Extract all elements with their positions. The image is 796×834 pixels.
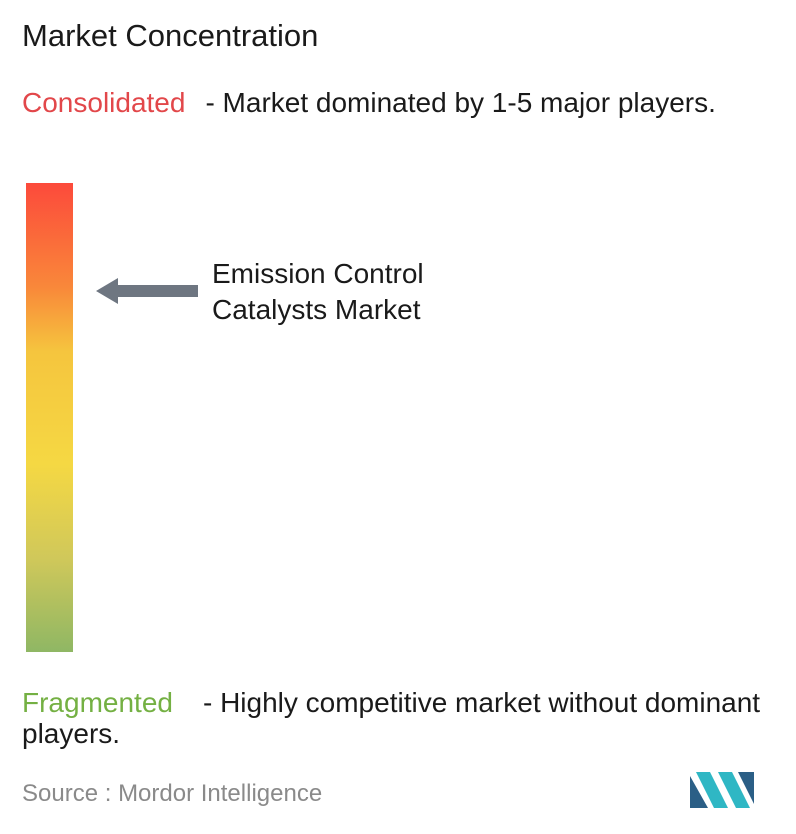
market-label: Emission Control Catalysts Market — [212, 258, 424, 325]
logo — [690, 772, 754, 808]
concentration-bar — [26, 183, 73, 652]
source-label: Source : — [22, 780, 112, 807]
arrow-shape — [96, 278, 198, 304]
logo-part — [690, 776, 708, 808]
fragmented-description: - Highly competitive market without domi… — [22, 687, 761, 749]
fragmented-label: Fragmented — [22, 687, 173, 718]
fragmented-row: Fragmented - Highly competitive market wi… — [22, 687, 787, 749]
source-name: Mordor Intelligence — [118, 780, 323, 807]
logo-part — [738, 772, 754, 804]
logo-part — [718, 772, 750, 808]
source: Source : Mordor Intelligence — [22, 780, 322, 808]
logo-part — [696, 772, 728, 808]
consolidated-row: Consolidated - Market dominated by 1-5 ma… — [22, 87, 787, 118]
consolidated-description: - Market dominated by 1-5 major players. — [205, 87, 716, 118]
arrow — [96, 278, 198, 304]
consolidated-label: Consolidated — [22, 87, 186, 118]
title: Market Concentration — [22, 18, 319, 53]
